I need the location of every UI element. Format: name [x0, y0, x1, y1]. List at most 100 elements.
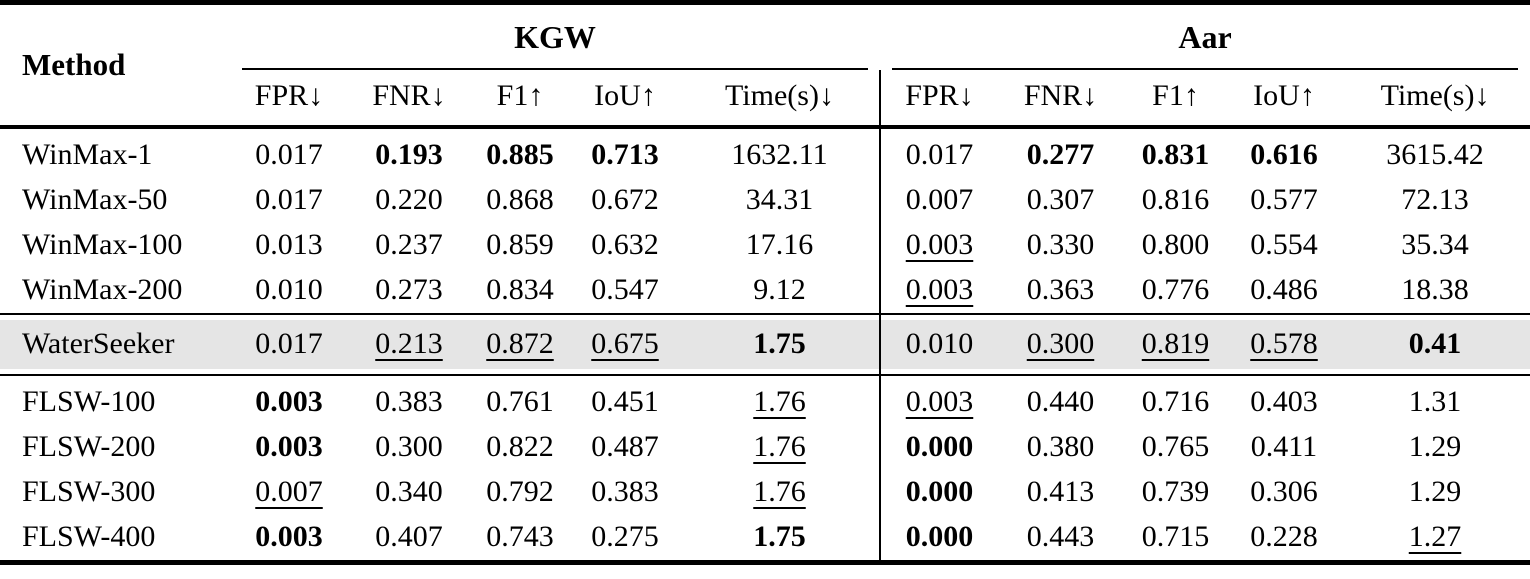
table-cell: 0.340: [375, 475, 443, 508]
table-cell: 1.27: [1408, 520, 1462, 553]
table-cell: 0.547: [591, 273, 659, 306]
table-cell: 1.75: [753, 520, 806, 553]
cmidrule-kgw: [242, 68, 868, 70]
table-row: WinMax-200 0.010 0.273 0.834 0.547 9.12 0.003 0…: [0, 268, 1530, 314]
table-cell: 0.003: [255, 430, 323, 463]
table-cell: 0.017: [255, 138, 323, 171]
col-header-kgw-fnr: FNR↓: [348, 70, 470, 129]
col-header-kgw-time: Time(s)↓: [680, 70, 880, 129]
table-cell: 0.237: [375, 228, 443, 261]
table-cell: 0.451: [591, 385, 659, 418]
table-cell: 0.363: [1026, 273, 1095, 306]
table-cell: 0.885: [486, 138, 554, 171]
col-header-aar-fnr: FNR↓: [998, 70, 1123, 129]
table-row: WinMax-50 0.017 0.220 0.868 0.672 34.31 0.007 0…: [0, 178, 1530, 223]
col-header-kgw-f1: F1↑: [470, 70, 570, 129]
table-cell: 0.776: [1141, 273, 1210, 306]
table-cell: 0.715: [1141, 520, 1210, 553]
table-cell: 0.831: [1141, 138, 1210, 171]
table-cell: 0.765: [1141, 430, 1210, 463]
table-cell: 0.007: [255, 475, 323, 508]
table-cell: 0.003: [255, 385, 323, 418]
table-cell: 0.273: [375, 273, 443, 306]
table-row: WaterSeeker 0.017 0.213 0.872 0.675 1.75 0.010…: [0, 313, 1530, 376]
table-cell: 1.75: [680, 313, 880, 376]
col-header-kgw-fpr: FPR↓: [230, 70, 348, 129]
table-cell: 0.675: [570, 313, 680, 376]
table-cell: 0.792: [486, 475, 554, 508]
table-cell: 0.010: [255, 273, 323, 306]
row-method-label: WinMax-100: [22, 228, 183, 261]
table-cell: 0.632: [591, 228, 659, 261]
table-cell: 0.330: [1026, 228, 1095, 261]
table-header: Method KGW Aar FPR↓ FNR↓ F1↑ IoU↑ Time(s…: [0, 2, 1530, 129]
row-method-label: FLSW-300: [22, 475, 156, 508]
table-cell: 0.003: [879, 268, 998, 314]
table-cell: 0.228: [1250, 520, 1318, 553]
table-cell: 0.013: [255, 228, 323, 261]
table-cell: 0.003: [879, 223, 998, 268]
group-header-row: Method KGW Aar: [0, 2, 1530, 129]
table-cell: 1.29: [1408, 475, 1462, 508]
row-method-label: WinMax-200: [22, 273, 183, 306]
row-method-label: WinMax-50: [22, 183, 168, 216]
group-label-aar: Aar: [1178, 19, 1232, 55]
table-cell: 0.486: [1250, 273, 1318, 306]
table-cell: 0.800: [1141, 228, 1210, 261]
col-header-kgw-iou: IoU↑: [570, 70, 680, 129]
table-cell: 0.000: [879, 515, 998, 563]
cmidrule-aar: [892, 68, 1519, 70]
table-cell: 0.407: [375, 520, 443, 553]
col-header-aar-iou: IoU↑: [1228, 70, 1340, 129]
table-cell: 0.834: [486, 273, 554, 306]
table-cell: 1632.11: [731, 138, 828, 171]
benchmark-table: Method KGW Aar FPR↓ FNR↓ F1↑ IoU↑ Time(s…: [0, 0, 1530, 565]
table-cell: 0.007: [879, 178, 998, 223]
table-cell: 0.380: [1026, 430, 1095, 463]
table-cell: 0.872: [470, 313, 570, 376]
table-cell: 0.487: [591, 430, 659, 463]
table-cell: 0.000: [879, 470, 998, 515]
table-cell: 1.29: [1408, 430, 1462, 463]
table-cell: 0.443: [1026, 520, 1095, 553]
table-cell: 0.554: [1250, 228, 1318, 261]
table-cell: 0.672: [591, 183, 659, 216]
table-cell: 0.220: [375, 183, 443, 216]
table-cell: 0.41: [1340, 313, 1530, 376]
table-cell: 0.859: [486, 228, 554, 261]
table-cell: 0.300: [375, 430, 443, 463]
table-cell: 0.275: [591, 520, 659, 553]
table-cell: 0.739: [1141, 475, 1210, 508]
table-cell: 35.34: [1401, 228, 1469, 261]
table-cell: 0.411: [1250, 430, 1318, 463]
table-cell: 0.383: [375, 385, 443, 418]
table-cell: 0.017: [230, 313, 348, 376]
table-body: WinMax-1 0.017 0.193 0.885 0.713 1632.11 0.017…: [0, 127, 1530, 563]
table-row: WinMax-100 0.013 0.237 0.859 0.632 17.16 0.003…: [0, 223, 1530, 268]
table-cell: 17.16: [745, 228, 814, 261]
row-method-label: FLSW-100: [22, 385, 156, 418]
table-cell: 18.38: [1401, 273, 1469, 306]
table-cell: 0.300: [998, 313, 1123, 376]
table-cell: 0.761: [486, 385, 554, 418]
table-cell: 0.403: [1250, 385, 1318, 418]
table-cell: 0.713: [591, 138, 659, 171]
table-cell: 0.440: [1026, 385, 1095, 418]
col-header-aar-fpr: FPR↓: [879, 70, 998, 129]
table-cell: 1.76: [753, 385, 806, 418]
table-row: FLSW-300 0.007 0.340 0.792 0.383 1.76 0.000 0.4…: [0, 470, 1530, 515]
table-cell: 0.307: [1026, 183, 1095, 216]
table-row: FLSW-200 0.003 0.300 0.822 0.487 1.76 0.000 0.3…: [0, 425, 1530, 470]
table-cell: 0.822: [486, 430, 554, 463]
table-cell: 0.193: [375, 138, 443, 171]
table-cell: 0.577: [1250, 183, 1318, 216]
table-row: FLSW-400 0.003 0.407 0.743 0.275 1.75 0.000 0.4…: [0, 515, 1530, 563]
col-header-aar-time: Time(s)↓: [1340, 70, 1530, 129]
table-cell: 0.017: [879, 127, 998, 178]
table-cell: 0.716: [1141, 385, 1210, 418]
table-cell: 0.306: [1250, 475, 1318, 508]
table-cell: 0.819: [1123, 313, 1228, 376]
table-cell: 0.868: [486, 183, 554, 216]
table-cell: 0.003: [879, 375, 998, 425]
table-cell: 0.383: [591, 475, 659, 508]
